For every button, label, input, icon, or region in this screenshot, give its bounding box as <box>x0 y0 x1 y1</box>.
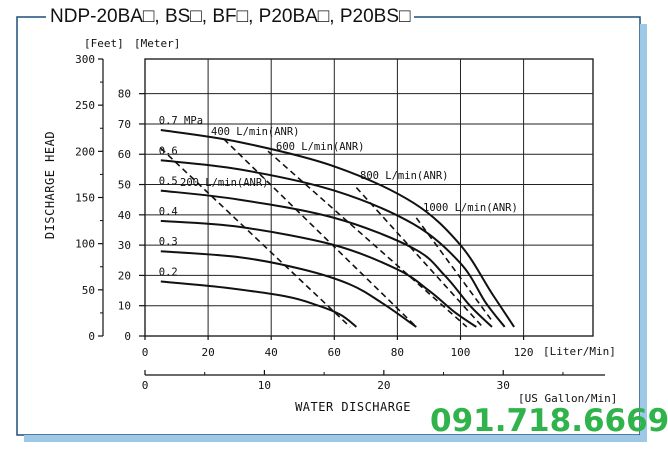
pressure-curve <box>160 189 493 328</box>
pressure-label: 0.4 <box>159 206 178 218</box>
feet-tick-label: 0 <box>88 330 95 343</box>
gallon-tick-label: 0 <box>142 379 149 392</box>
meter-unit-label: [Meter] <box>134 37 180 50</box>
chart-labels: 0.7 MPa 0.6 0.5 0.4 0.3 0.2 200 L/min(ANR) 400 … <box>159 115 518 278</box>
plot-border <box>144 58 594 337</box>
pressure-label: 0.5 <box>159 176 178 188</box>
meter-tick-label: 20 <box>118 269 131 282</box>
feet-tick-label: 200 <box>75 145 95 158</box>
feet-tick-label: 100 <box>75 238 95 251</box>
feet-tick-label: 150 <box>75 192 95 205</box>
chart-axes: 050100150200250300[Feet]0102030405060708… <box>43 37 617 414</box>
x-axis-title: WATER DISCHARGE <box>295 400 411 414</box>
air-line-label: 800 L/min(ANR) <box>360 170 449 182</box>
air-line-label: 600 L/min(ANR) <box>276 141 365 153</box>
meter-tick-label: 70 <box>118 118 131 131</box>
pressure-label: 0.2 <box>159 266 178 278</box>
frame-shadow-right <box>640 24 647 442</box>
air-consumption-line <box>355 187 484 328</box>
air-consumption-line <box>160 147 351 328</box>
pressure-curve <box>160 219 477 328</box>
air-consumption-line <box>267 150 468 328</box>
liter-tick-label: 100 <box>451 346 471 359</box>
phone-number: 091.718.6669 <box>430 403 668 439</box>
feet-tick-label: 300 <box>75 53 95 66</box>
air-consumption-line <box>415 217 493 322</box>
pressure-label: 0.6 <box>159 145 178 157</box>
gallon-tick-label: 30 <box>497 379 510 392</box>
chart-grid <box>144 58 594 337</box>
feet-tick-label: 250 <box>75 99 95 112</box>
gallon-tick-label: 20 <box>377 379 390 392</box>
air-consumption-line <box>223 138 417 328</box>
meter-tick-label: 80 <box>118 88 131 101</box>
feet-unit-label: [Feet] <box>84 37 124 50</box>
meter-tick-label: 0 <box>124 330 131 343</box>
gallon-unit-label: [US Gallon/Min] <box>518 392 617 405</box>
frame-shadow-bottom <box>24 435 647 442</box>
air-consumption-lines <box>160 138 493 328</box>
air-line-label: 400 L/min(ANR) <box>211 126 300 138</box>
outer-frame <box>16 16 641 436</box>
meter-tick-label: 30 <box>118 239 131 252</box>
liter-tick-label: 40 <box>265 346 278 359</box>
pressure-label: 0.3 <box>159 236 178 248</box>
pressure-curve <box>160 129 515 328</box>
gallon-tick-label: 10 <box>258 379 271 392</box>
pressure-curve <box>160 280 358 328</box>
meter-tick-label: 50 <box>118 179 131 192</box>
meter-tick-label: 60 <box>118 148 131 161</box>
liter-tick-label: 120 <box>514 346 534 359</box>
air-line-label: 200 L/min(ANR) <box>180 177 269 189</box>
y-axis-title: DISCHARGE HEAD <box>43 131 57 239</box>
meter-tick-label: 10 <box>118 300 131 313</box>
pressure-curve <box>160 159 506 328</box>
chart-curves <box>160 129 515 328</box>
liter-tick-label: 20 <box>201 346 214 359</box>
meter-tick-label: 40 <box>118 209 131 222</box>
air-line-label: 1000 L/min(ANR) <box>423 202 518 214</box>
liter-unit-label: [Liter/Min] <box>543 345 616 358</box>
feet-tick-label: 50 <box>82 284 95 297</box>
chart-title: NDP-20BA□, BS□, BF□, P20BA□, P20BS□ <box>46 3 415 31</box>
liter-tick-label: 0 <box>142 346 149 359</box>
liter-tick-label: 60 <box>328 346 341 359</box>
pressure-curve <box>160 250 417 328</box>
pressure-label: 0.7 MPa <box>159 115 203 127</box>
liter-tick-label: 80 <box>391 346 404 359</box>
